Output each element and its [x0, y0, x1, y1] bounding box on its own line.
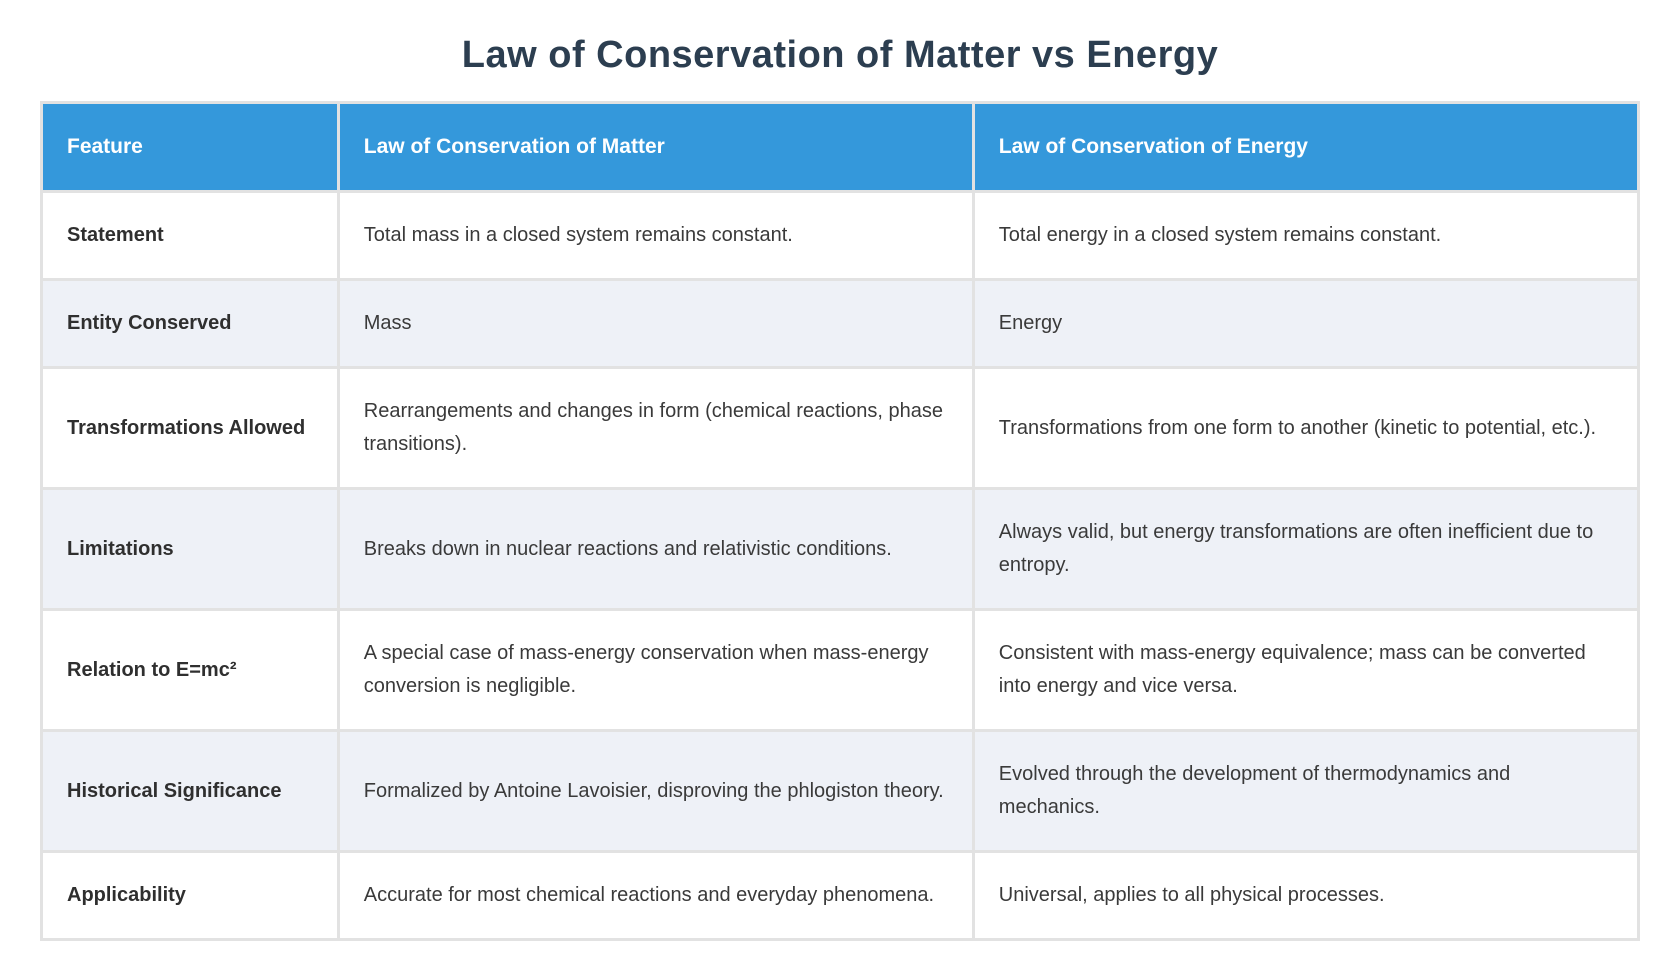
energy-cell: Consistent with mass-energy equivalence;… [974, 611, 1637, 729]
page-title: Law of Conservation of Matter vs Energy [461, 34, 1219, 76]
energy-cell: Transformations from one form to another… [974, 369, 1637, 487]
table-header-row: Feature Law of Conservation of Matter La… [43, 104, 1637, 190]
feature-cell: Relation to E=mc² [43, 611, 337, 729]
matter-cell: A special case of mass-energy conservati… [339, 611, 972, 729]
energy-cell: Evolved through the development of therm… [974, 732, 1637, 850]
matter-cell: Mass [339, 281, 972, 366]
table-row: Statement Total mass in a closed system … [43, 193, 1637, 278]
matter-cell: Formalized by Antoine Lavoisier, disprov… [339, 732, 972, 850]
table-header: Feature Law of Conservation of Matter La… [43, 104, 1637, 190]
table-row: Transformations Allowed Rearrangements a… [43, 369, 1637, 487]
column-header-feature: Feature [43, 104, 337, 190]
table-body: Statement Total mass in a closed system … [43, 193, 1637, 938]
feature-cell: Statement [43, 193, 337, 278]
table-row: Historical Significance Formalized by An… [43, 732, 1637, 850]
table-row: Applicability Accurate for most chemical… [43, 853, 1637, 938]
table-row: Entity Conserved Mass Energy [43, 281, 1637, 366]
matter-cell: Breaks down in nuclear reactions and rel… [339, 490, 972, 608]
feature-cell: Transformations Allowed [43, 369, 337, 487]
feature-cell: Historical Significance [43, 732, 337, 850]
table-row: Limitations Breaks down in nuclear react… [43, 490, 1637, 608]
column-header-matter: Law of Conservation of Matter [339, 104, 972, 190]
feature-cell: Entity Conserved [43, 281, 337, 366]
matter-cell: Accurate for most chemical reactions and… [339, 853, 972, 938]
energy-cell: Total energy in a closed system remains … [974, 193, 1637, 278]
matter-cell: Total mass in a closed system remains co… [339, 193, 972, 278]
table-row: Relation to E=mc² A special case of mass… [43, 611, 1637, 729]
column-header-energy: Law of Conservation of Energy [974, 104, 1637, 190]
matter-cell: Rearrangements and changes in form (chem… [339, 369, 972, 487]
feature-cell: Limitations [43, 490, 337, 608]
energy-cell: Always valid, but energy transformations… [974, 490, 1637, 608]
comparison-table: Feature Law of Conservation of Matter La… [40, 101, 1640, 941]
energy-cell: Energy [974, 281, 1637, 366]
energy-cell: Universal, applies to all physical proce… [974, 853, 1637, 938]
feature-cell: Applicability [43, 853, 337, 938]
